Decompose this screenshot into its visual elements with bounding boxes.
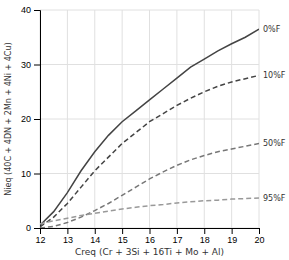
tick-mark [150, 228, 151, 234]
tick-mark [95, 228, 96, 234]
tick-label: 40 [21, 5, 31, 15]
tick: 15 [118, 228, 128, 245]
y-axis: 0 10 20 30 40 [21, 5, 41, 233]
tick-mark [34, 10, 40, 11]
plot: 12 13 14 15 16 17 18 19 20 0 10 20 30 40 0%F 10%F 50%F 95… [21, 5, 286, 245]
series-line [40, 75, 259, 227]
y-axis-title: Nieq (40C + 4DN + 2Mn + 4Ni + 4Cu) [4, 42, 13, 195]
tick-label: 19 [227, 235, 237, 245]
tick: 40 [21, 5, 40, 15]
lines [40, 29, 259, 228]
tick-label: 20 [21, 114, 31, 124]
tick-label: 20 [254, 235, 264, 245]
tick-label: 10 [21, 169, 31, 179]
tick-mark [34, 174, 40, 175]
tick-mark [122, 228, 123, 234]
tick: 20 [21, 114, 40, 124]
tick: 12 [35, 228, 45, 245]
tick-mark [67, 228, 68, 234]
series-label: 0%F [263, 25, 281, 34]
tick-mark [232, 228, 233, 234]
tick-mark [34, 228, 40, 229]
grid-line [40, 173, 259, 174]
tick-mark [34, 65, 40, 66]
series-line [40, 29, 259, 225]
series-label: 10%F [263, 71, 286, 80]
tick-label: 15 [118, 235, 128, 245]
tick-label: 17 [172, 235, 182, 245]
series-line [40, 198, 259, 224]
tick: 19 [227, 228, 237, 245]
axis-line [41, 229, 260, 235]
tick-mark [177, 228, 178, 234]
grid-line [40, 10, 259, 11]
tick: 18 [200, 228, 210, 245]
tick-label: 14 [90, 235, 100, 245]
tick: 14 [90, 228, 100, 245]
tick: 0 [26, 223, 40, 233]
tick: 17 [172, 228, 182, 245]
tick-label: 12 [35, 235, 45, 245]
tick-label: 16 [145, 235, 155, 245]
tick: 20 [254, 228, 264, 245]
tick: 13 [63, 228, 73, 245]
tick-mark [34, 119, 40, 120]
tick-label: 0 [26, 223, 31, 233]
tick-label: 13 [63, 235, 73, 245]
chart: 12 13 14 15 16 17 18 19 20 0 10 20 30 40 0%F 10%F 50%F 95… [0, 0, 289, 260]
x-axis-title: Creq (Cr + 3Si + 16Ti + Mo + Al) [75, 247, 224, 257]
x-axis: 12 13 14 15 16 17 18 19 20 [35, 228, 264, 245]
grid-line [40, 119, 259, 120]
tick-label: 30 [21, 60, 31, 70]
series-label: 50%F [263, 139, 286, 148]
tick: 30 [21, 60, 40, 70]
grid [40, 10, 259, 228]
series-line [40, 144, 259, 228]
tick-mark [259, 228, 260, 234]
series-labels: 0%F 10%F 50%F 95%F [263, 25, 286, 203]
tick-label: 18 [200, 235, 210, 245]
tick: 16 [145, 228, 155, 245]
axis-line [34, 11, 41, 229]
series-label: 95%F [263, 194, 286, 203]
grid-line [40, 64, 259, 65]
tick-mark [204, 228, 205, 234]
tick: 10 [21, 169, 40, 179]
